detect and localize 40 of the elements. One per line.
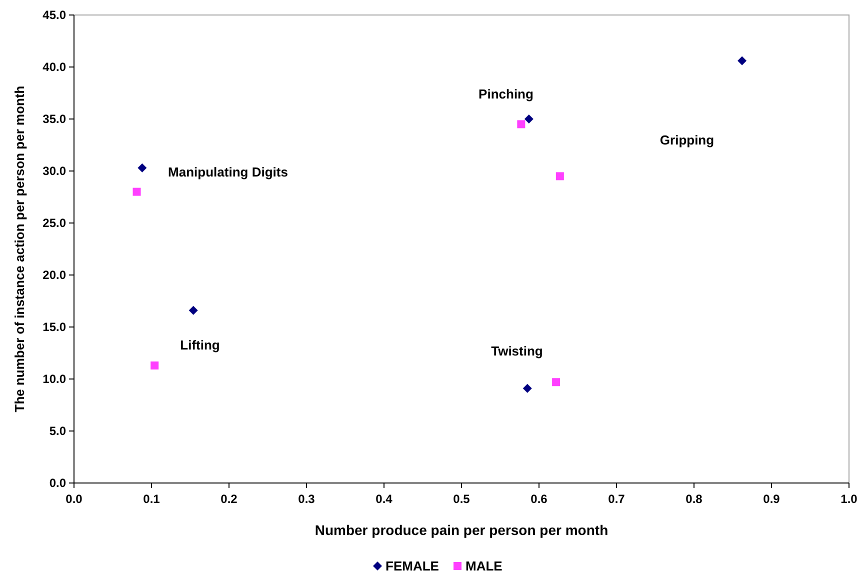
y-tick-label: 45.0 bbox=[42, 8, 66, 22]
annotation: Pinching bbox=[478, 86, 534, 102]
y-tick-label: 0.0 bbox=[49, 476, 66, 490]
annotation: Gripping bbox=[660, 132, 714, 148]
y-tick-label: 35.0 bbox=[42, 112, 66, 126]
y-tick-label: 15.0 bbox=[42, 320, 66, 334]
y-tick-label: 40.0 bbox=[42, 60, 66, 74]
y-tick-label: 10.0 bbox=[42, 372, 66, 386]
point bbox=[188, 306, 198, 315]
x-tick-label: 0.2 bbox=[220, 492, 238, 506]
legend-label: MALE bbox=[466, 558, 503, 574]
x-tick-label: 1.0 bbox=[840, 492, 858, 506]
x-tick-label: 0.5 bbox=[453, 492, 470, 506]
x-tick-label: 0.7 bbox=[608, 492, 626, 506]
point bbox=[552, 378, 560, 386]
point bbox=[517, 120, 526, 128]
point bbox=[150, 361, 159, 370]
point bbox=[132, 188, 141, 196]
y-axis-title: The number of instance action per person per month bbox=[12, 86, 27, 412]
annotation: Twisting bbox=[491, 344, 543, 359]
x-axis-title: Number produce pain per person per month bbox=[314, 522, 608, 538]
y-tick-label: 30.0 bbox=[42, 164, 66, 178]
point bbox=[524, 114, 534, 124]
y-tick-label: 20.0 bbox=[42, 268, 66, 282]
x-tick-label: 0.6 bbox=[530, 492, 548, 506]
annotation: Manipulating Digits bbox=[168, 164, 288, 180]
point bbox=[522, 384, 532, 393]
x-tick-label: 0.3 bbox=[298, 492, 316, 506]
x-tick-label: 0.1 bbox=[143, 492, 160, 506]
x-tick-label: 0.0 bbox=[66, 492, 83, 506]
y-tick-label: 5.0 bbox=[49, 424, 66, 438]
x-tick-label: 0.9 bbox=[763, 492, 780, 506]
point bbox=[138, 163, 147, 172]
x-tick-label: 0.8 bbox=[686, 492, 703, 506]
annotation: Lifting bbox=[180, 338, 220, 353]
point bbox=[556, 172, 564, 180]
y-tick-label: 25.0 bbox=[42, 216, 66, 230]
legend-label: FEMALE bbox=[386, 558, 440, 574]
x-tick-label: 0.4 bbox=[376, 492, 393, 506]
point bbox=[738, 56, 747, 66]
